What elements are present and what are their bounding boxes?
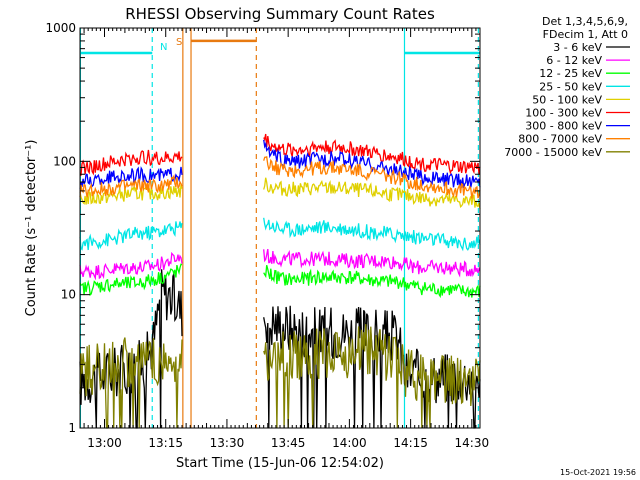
series-line-2-1 [263, 265, 481, 299]
timestamp: 15-Oct-2021 19:56 [560, 468, 636, 477]
saa-label: S [176, 37, 182, 48]
series-line-8-1 [263, 324, 481, 429]
series-line-6-0 [79, 166, 183, 189]
legend-label: 300 - 800 keV [525, 120, 602, 133]
series-line-8-0 [79, 337, 183, 429]
x-tick-label: 13:45 [271, 436, 306, 450]
series-line-7-0 [79, 174, 183, 198]
chart-title: RHESSI Observing Summary Count Rates [125, 5, 435, 23]
series-line-1-0 [79, 251, 183, 281]
series-line-6-1 [263, 139, 481, 189]
legend-label: 25 - 50 keV [539, 80, 602, 93]
annotation-lines [79, 28, 480, 428]
y-ticks: 1 10 100 1000 [45, 21, 480, 435]
legend-label: 50 - 100 keV [532, 93, 602, 106]
header-line-2: FDecim 1, Att 0 [543, 28, 628, 41]
series-line-2-0 [79, 263, 183, 297]
legend-label: 7000 - 15000 keV [504, 146, 602, 159]
series-line-4-0 [79, 183, 183, 205]
series-line-0-0 [79, 269, 183, 429]
series-line-5-1 [263, 133, 481, 175]
x-tick-label: 14:15 [393, 436, 428, 450]
x-ticks: 13:00 13:15 13:30 13:45 14:00 14:15 14:30 [79, 28, 490, 450]
y-tick-label: 100 [53, 154, 76, 168]
legend-label: 100 - 300 keV [525, 107, 602, 120]
series-line-5-0 [79, 149, 183, 177]
series-line-3-1 [263, 217, 481, 252]
legend-label: 800 - 7000 keV [518, 133, 602, 146]
legend-label: 6 - 12 keV [546, 54, 602, 67]
series-line-1-1 [263, 248, 481, 278]
legend-label: 3 - 6 keV [553, 41, 602, 54]
x-tick-label: 13:30 [210, 436, 245, 450]
y-tick-label: 10 [61, 288, 76, 302]
y-tick-label: 1 [68, 421, 76, 435]
x-axis-label: Start Time (15-Jun-06 12:54:02) [176, 456, 384, 471]
series-group [79, 133, 481, 429]
night-label: N [160, 42, 167, 53]
y-tick-label: 1000 [45, 21, 76, 35]
y-axis-label: Count Rate (s⁻¹ detector⁻¹) [24, 140, 39, 317]
header-line-1: Det 1,3,4,5,6,9, [542, 15, 628, 28]
series-line-4-1 [263, 177, 481, 209]
x-tick-label: 14:30 [455, 436, 490, 450]
x-tick-label: 13:00 [87, 436, 122, 450]
series-line-7-1 [263, 156, 481, 199]
x-tick-label: 14:00 [332, 436, 367, 450]
legend-label: 12 - 25 keV [539, 67, 602, 80]
x-tick-label: 13:15 [148, 436, 183, 450]
series-line-3-0 [79, 221, 183, 251]
